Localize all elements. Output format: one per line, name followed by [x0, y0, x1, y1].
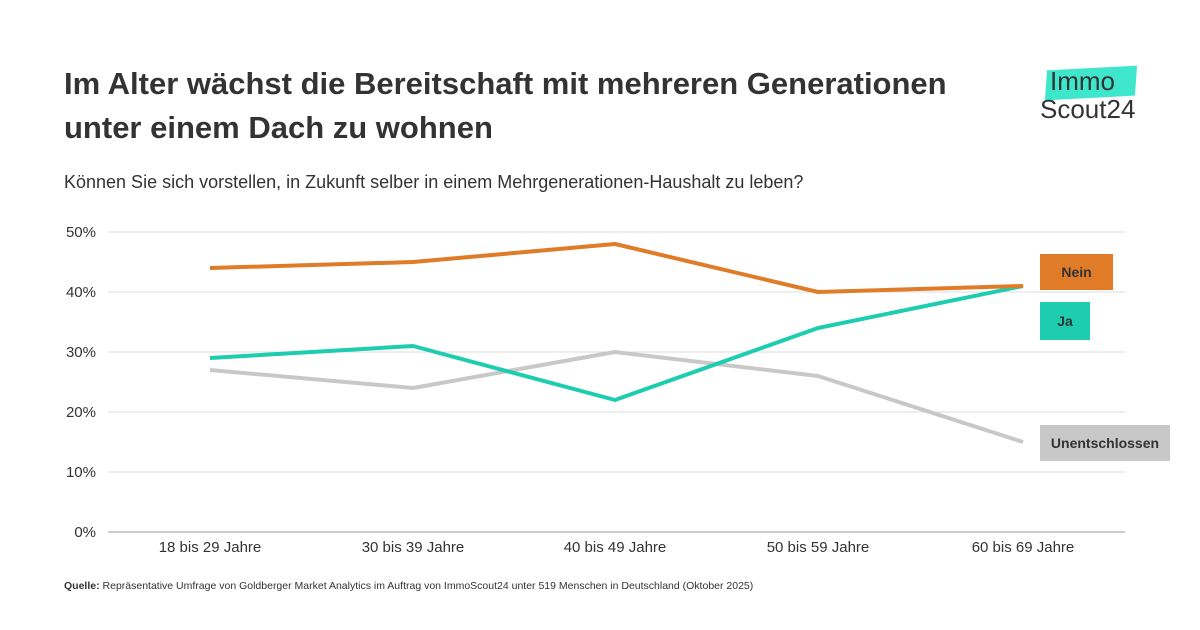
y-tick-label: 0% [74, 524, 96, 541]
y-tick-label: 20% [66, 404, 96, 421]
logo-line1: Immo [1050, 66, 1115, 96]
chart-subtitle: Können Sie sich vorstellen, in Zukunft s… [64, 172, 804, 192]
y-tick-label: 50% [66, 224, 96, 241]
x-tick-label: 18 bis 29 Jahre [159, 539, 262, 556]
x-tick-label: 60 bis 69 Jahre [972, 539, 1075, 556]
series-line-unentschlossen [209, 350, 1024, 444]
chart-title: Im Alter wächst die Bereitschaft mit meh… [64, 66, 947, 145]
source-note: Quelle: Repräsentative Umfrage von Goldb… [64, 580, 753, 592]
source-text: Repräsentative Umfrage von Goldberger Ma… [102, 580, 754, 592]
series-line-nein [209, 242, 1024, 294]
source-label: Quelle: [64, 580, 100, 592]
series-label-unentschlossen: Unentschlossen [1040, 425, 1170, 461]
y-tick-label: 40% [66, 284, 96, 301]
x-tick-label: 30 bis 39 Jahre [362, 539, 465, 556]
logo-line2: Scout24 [1040, 94, 1136, 124]
series-line-ja [209, 284, 1024, 402]
x-tick-label: 40 bis 49 Jahre [564, 539, 667, 556]
y-tick-label: 30% [66, 344, 96, 361]
x-tick-label: 50 bis 59 Jahre [767, 539, 870, 556]
y-tick-label: 10% [66, 464, 96, 481]
immoscout24-logo: Immo Scout24 [1036, 64, 1146, 128]
series-label-ja: Ja [1040, 302, 1090, 340]
series-label-nein: Nein [1040, 254, 1113, 290]
